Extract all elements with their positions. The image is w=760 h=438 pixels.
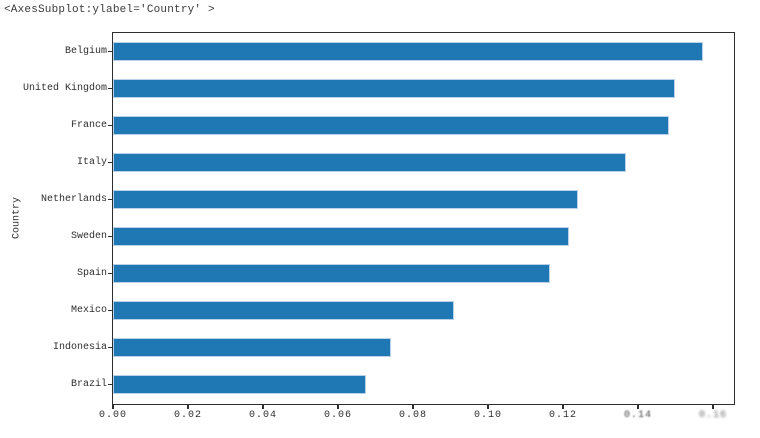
y-tick-mark bbox=[108, 235, 113, 238]
bar-united-kingdom bbox=[113, 79, 676, 98]
y-tick-mark bbox=[108, 124, 113, 127]
x-tick-label: 0.04 bbox=[248, 410, 277, 421]
x-tick-mark bbox=[712, 404, 714, 409]
bar-belgium bbox=[113, 42, 703, 61]
x-tick-mark bbox=[637, 404, 639, 409]
bar-mexico bbox=[113, 301, 455, 320]
y-tick-label: United Kingdom bbox=[22, 82, 107, 94]
y-tick-mark bbox=[108, 309, 113, 312]
bar-spain bbox=[113, 264, 550, 283]
bar-brazil bbox=[113, 375, 366, 394]
y-tick-mark bbox=[108, 383, 113, 386]
x-tick-mark bbox=[337, 404, 339, 409]
x-tick-mark bbox=[262, 404, 264, 409]
x-tick-mark bbox=[187, 404, 189, 409]
bar-france bbox=[113, 116, 670, 135]
y-tick-mark bbox=[108, 198, 113, 201]
bar-indonesia bbox=[113, 338, 392, 357]
x-tick-label: 0.00 bbox=[98, 410, 127, 421]
y-tick-mark bbox=[108, 346, 113, 349]
y-tick-mark bbox=[108, 272, 113, 275]
x-tick-label: 0.16 bbox=[698, 410, 727, 421]
x-tick-mark bbox=[112, 404, 114, 409]
x-tick-label: 0.10 bbox=[473, 410, 502, 421]
y-tick-label: Indonesia bbox=[52, 341, 107, 353]
repl-output-text: <AxesSubplot:ylabel='Country' > bbox=[4, 4, 215, 16]
y-tick-label: Italy bbox=[76, 156, 107, 168]
y-tick-label: Brazil bbox=[70, 378, 107, 390]
x-tick-mark bbox=[487, 404, 489, 409]
x-tick-label: 0.02 bbox=[173, 410, 202, 421]
bar-sweden bbox=[113, 227, 570, 246]
x-tick-mark bbox=[562, 404, 564, 409]
x-tick-label: 0.14 bbox=[623, 410, 652, 421]
y-tick-mark bbox=[108, 50, 113, 53]
y-tick-mark bbox=[108, 161, 113, 164]
y-tick-label: Mexico bbox=[70, 304, 107, 316]
y-tick-label: Belgium bbox=[64, 45, 107, 57]
y-tick-label: France bbox=[70, 119, 107, 131]
x-tick-label: 0.12 bbox=[548, 410, 577, 421]
bar-italy bbox=[113, 153, 626, 172]
y-tick-label: Spain bbox=[76, 267, 107, 279]
y-tick-label: Sweden bbox=[70, 230, 107, 242]
x-tick-mark bbox=[412, 404, 414, 409]
x-tick-label: 0.08 bbox=[398, 410, 427, 421]
plot-border bbox=[111, 31, 735, 405]
y-tick-mark bbox=[108, 87, 113, 90]
y-tick-label: Netherlands bbox=[40, 193, 107, 205]
bar-netherlands bbox=[113, 190, 579, 209]
x-tick-label: 0.06 bbox=[323, 410, 352, 421]
